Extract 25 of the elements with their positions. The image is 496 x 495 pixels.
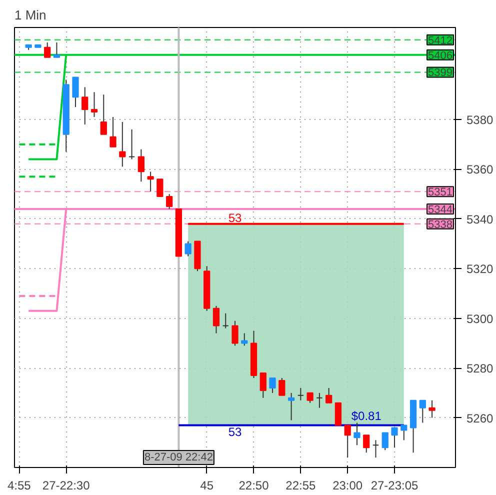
x-tick-label: 22:55	[286, 478, 316, 492]
ref-line-label: 8-27-09 22:42	[144, 452, 213, 464]
y-tick-label: 5280	[466, 362, 494, 376]
ref-line-label: 5406	[428, 50, 453, 62]
annotation: $0.81	[351, 409, 382, 424]
chart-title: 1 Min	[14, 8, 46, 22]
x-tick-label: 4:55	[8, 478, 32, 492]
y-tick-label: 5360	[466, 162, 494, 177]
annotation: 53	[228, 210, 242, 225]
ref-line-label: 5351	[428, 186, 453, 199]
y-tick-label: 5340	[466, 212, 494, 226]
x-tick-label: 23:00	[332, 478, 363, 492]
annotation: 53	[228, 425, 242, 440]
ref-line-label: 5399	[428, 67, 453, 80]
x-tick-label: 27-22:30	[42, 478, 90, 492]
y-tick-label: 5320	[466, 262, 494, 276]
y-tick-label: 5260	[466, 411, 494, 426]
x-tick-label: 45	[200, 478, 214, 492]
ref-line-label: 5338	[428, 218, 453, 231]
x-tick-label: 22:50	[238, 478, 270, 492]
ref-line-label: 5412	[428, 34, 453, 47]
ref-line-label: 5344	[428, 204, 453, 216]
y-tick-label: 5300	[466, 312, 494, 326]
x-tick-label: 27-23:05	[370, 478, 419, 492]
y-tick-label: 5380	[466, 112, 494, 127]
